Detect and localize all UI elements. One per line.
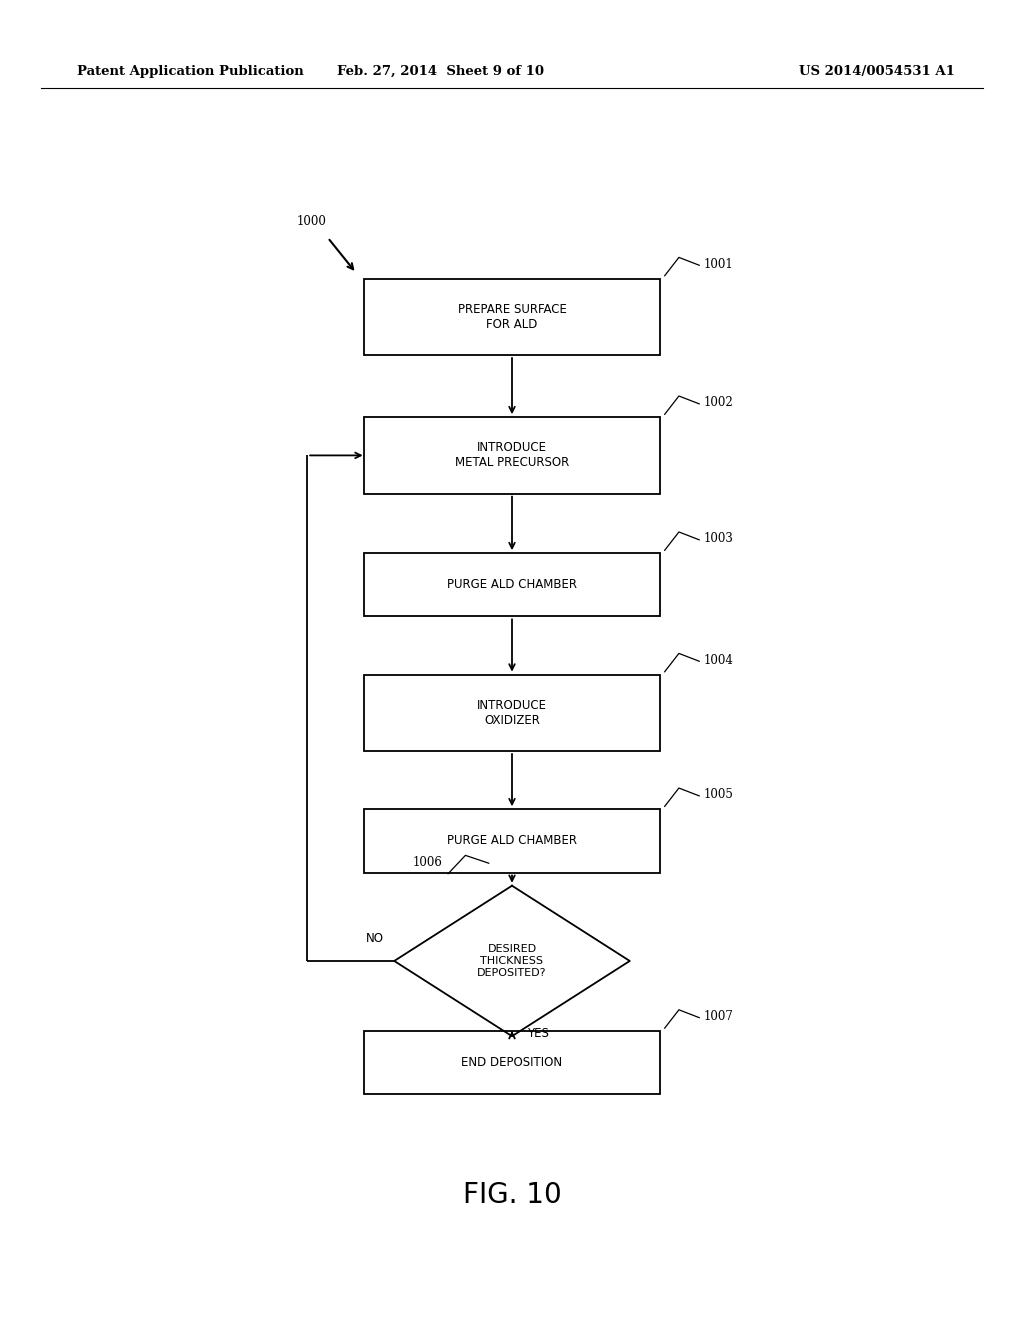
Text: FIG. 10: FIG. 10 — [463, 1180, 561, 1209]
Text: 1004: 1004 — [703, 653, 733, 667]
Bar — [364, 1031, 660, 1094]
Text: 1002: 1002 — [703, 396, 733, 409]
Bar — [364, 553, 660, 616]
Text: INTRODUCE
OXIDIZER: INTRODUCE OXIDIZER — [477, 698, 547, 727]
Text: END DEPOSITION: END DEPOSITION — [462, 1056, 562, 1069]
Text: 1005: 1005 — [703, 788, 733, 801]
Text: US 2014/0054531 A1: US 2014/0054531 A1 — [799, 65, 954, 78]
Text: PURGE ALD CHAMBER: PURGE ALD CHAMBER — [447, 834, 577, 847]
Text: PURGE ALD CHAMBER: PURGE ALD CHAMBER — [447, 578, 577, 591]
Text: Patent Application Publication: Patent Application Publication — [77, 65, 303, 78]
Text: DESIRED
THICKNESS
DEPOSITED?: DESIRED THICKNESS DEPOSITED? — [477, 944, 547, 978]
Bar — [364, 417, 660, 494]
Text: YES: YES — [527, 1027, 549, 1040]
Bar — [364, 279, 660, 355]
Text: 1006: 1006 — [413, 855, 442, 869]
Polygon shape — [394, 886, 630, 1036]
Text: NO: NO — [366, 932, 384, 945]
Text: 1003: 1003 — [703, 532, 733, 545]
Text: 1001: 1001 — [703, 257, 733, 271]
Text: Feb. 27, 2014  Sheet 9 of 10: Feb. 27, 2014 Sheet 9 of 10 — [337, 65, 544, 78]
Bar — [364, 809, 660, 873]
Bar — [364, 675, 660, 751]
Text: PREPARE SURFACE
FOR ALD: PREPARE SURFACE FOR ALD — [458, 302, 566, 331]
Text: 1007: 1007 — [703, 1010, 733, 1023]
Text: INTRODUCE
METAL PRECURSOR: INTRODUCE METAL PRECURSOR — [455, 441, 569, 470]
Text: 1000: 1000 — [297, 215, 327, 228]
